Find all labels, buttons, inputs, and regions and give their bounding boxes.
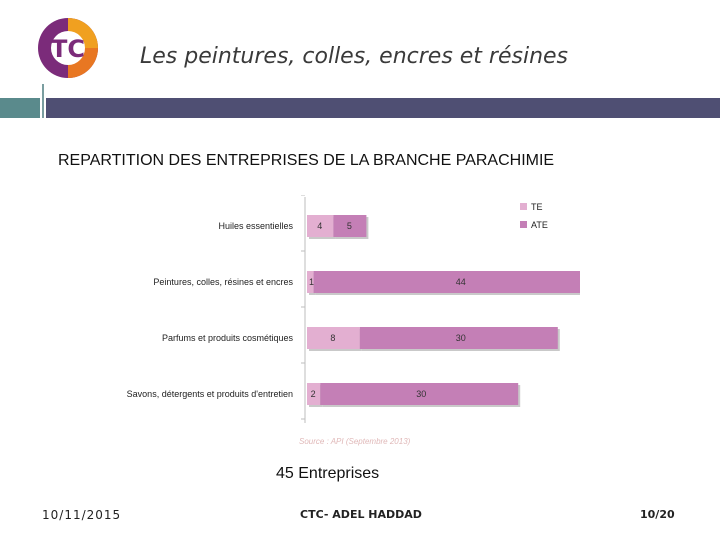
- data-label: 2: [311, 389, 316, 399]
- data-label: 5: [347, 221, 352, 231]
- bar-te: [307, 271, 314, 293]
- bar-te: [307, 215, 334, 237]
- footer-date: 10/11/2015: [42, 508, 122, 522]
- bar-ate: [313, 271, 580, 293]
- bar-ate: [320, 383, 519, 405]
- bar-te: [307, 383, 321, 405]
- legend-label: ATE: [531, 220, 548, 230]
- bar-ate: [359, 327, 558, 349]
- legend-swatch-te: [520, 203, 527, 210]
- header-band-left: [0, 98, 40, 118]
- category-label: Parfums et produits cosmétiques: [162, 333, 294, 343]
- chart-heading: REPARTITION DES ENTREPRISES DE LA BRANCH…: [58, 152, 555, 169]
- category-label: Huiles essentielles: [218, 221, 293, 231]
- ctc-logo: TC: [34, 12, 102, 84]
- header-band-right: [46, 98, 720, 118]
- footer-author: CTC- ADEL HADDAD: [300, 508, 422, 521]
- logo-text: TC: [51, 35, 85, 63]
- data-label: 44: [456, 277, 466, 287]
- data-label: 8: [330, 333, 335, 343]
- bar-ate: [333, 215, 367, 237]
- page-title: Les peintures, colles, encres et résines: [140, 44, 569, 69]
- bar-te: [307, 327, 360, 349]
- chart-source: Source : API (Septembre 2013): [299, 437, 411, 446]
- footer-page-number: 10/20: [640, 508, 675, 521]
- data-label: 30: [456, 333, 466, 343]
- category-label: Peintures, colles, résines et encres: [153, 277, 293, 287]
- legend-label: TE: [531, 202, 543, 212]
- legend-swatch-ate: [520, 221, 527, 228]
- data-label: 30: [416, 389, 426, 399]
- company-count: 45 Entreprises: [276, 465, 380, 482]
- stacked-bar-chart: Huiles essentielles 4 5 Peintures, colles, …: [127, 195, 580, 446]
- header-divider-line: [42, 84, 44, 118]
- data-label: 1: [309, 277, 314, 287]
- category-label: Savons, détergents et produits d'entreti…: [127, 389, 293, 399]
- data-label: 4: [317, 221, 322, 231]
